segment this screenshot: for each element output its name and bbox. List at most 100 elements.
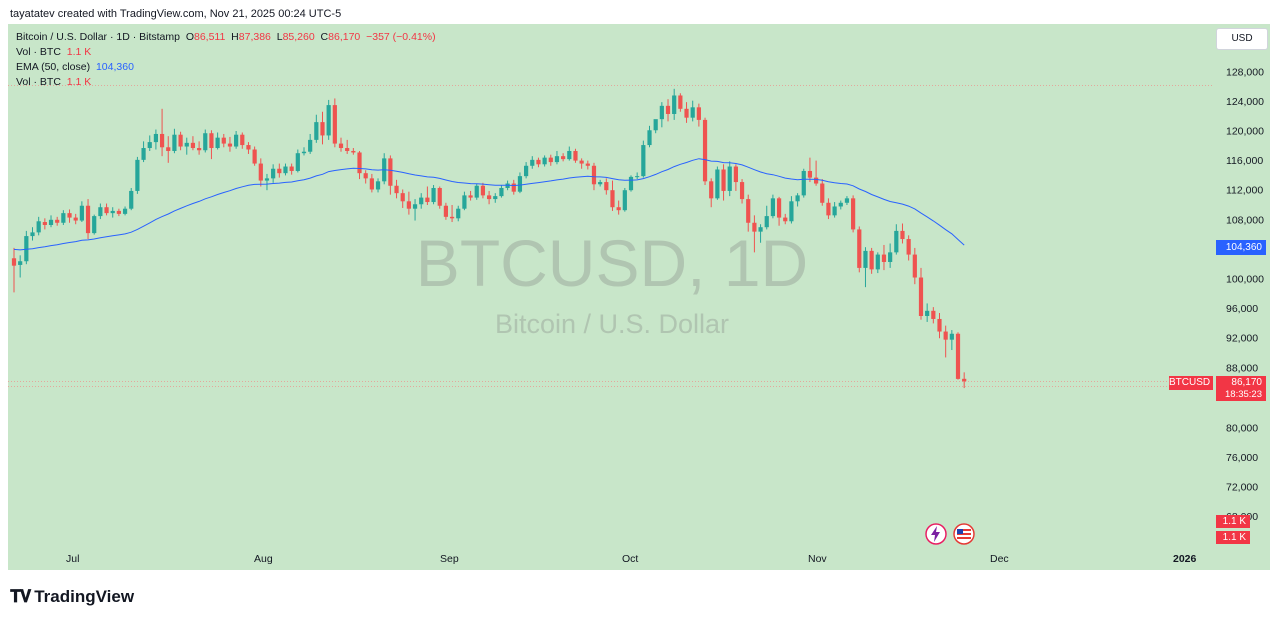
candle <box>24 230 29 265</box>
candle <box>776 196 782 226</box>
candle <box>906 235 911 261</box>
candle-body <box>178 134 183 147</box>
time-tick-label: Aug <box>254 553 273 565</box>
candle-body <box>85 205 91 234</box>
legend-volume-row[interactable]: Vol · BTC 1.1 K <box>16 46 91 58</box>
candle <box>869 247 874 274</box>
legend-volume-label-2: Vol · BTC <box>16 76 61 88</box>
candle-body <box>246 145 251 150</box>
candle-body <box>443 205 448 217</box>
candle-body <box>943 331 948 340</box>
candle-body <box>61 213 66 223</box>
candle-body <box>252 149 257 164</box>
candle <box>918 267 924 320</box>
candle <box>857 226 862 273</box>
legend-ema-row[interactable]: EMA (50, close) 104,360 <box>16 61 134 73</box>
candle <box>406 191 411 215</box>
candle-body <box>776 198 782 218</box>
candle <box>838 200 843 210</box>
candle-body <box>838 202 843 207</box>
candle <box>962 372 967 389</box>
candle <box>517 172 523 194</box>
candle <box>153 129 159 150</box>
candle <box>234 131 239 149</box>
candle <box>42 218 47 230</box>
candle-body <box>116 210 121 214</box>
candle <box>610 180 615 211</box>
candle <box>536 157 541 168</box>
candle-body <box>610 190 615 208</box>
candle <box>573 148 578 163</box>
us-flag-icon[interactable] <box>953 523 975 545</box>
candle <box>197 141 202 155</box>
candle <box>203 129 208 153</box>
candle <box>653 119 658 134</box>
candle <box>579 158 584 169</box>
price-tick-label: 112,000 <box>1226 185 1263 197</box>
candle <box>363 170 368 184</box>
candle <box>511 179 516 195</box>
candle-body <box>517 176 523 192</box>
candle-body <box>746 199 751 223</box>
candle-body <box>888 252 893 262</box>
price-tick-label: 92,000 <box>1226 333 1258 345</box>
legend-change: −357 (−0.41%) <box>366 31 436 43</box>
candle-body <box>129 190 134 209</box>
candle <box>301 147 307 156</box>
candle <box>61 210 66 225</box>
candle <box>240 132 245 149</box>
tradingview-logo[interactable]: 𝐓𝐕 TradingView <box>10 587 134 607</box>
currency-button[interactable]: USD <box>1216 28 1268 50</box>
lightning-icon[interactable] <box>925 523 947 545</box>
candle-body <box>925 310 930 316</box>
candle <box>400 189 405 208</box>
candle <box>252 146 257 166</box>
candle <box>11 247 17 293</box>
candle-body <box>425 197 430 203</box>
candle-body <box>375 181 381 190</box>
candle <box>851 195 856 233</box>
time-axis[interactable]: Jul Aug Sep Oct Nov Dec 2026 <box>66 553 1197 565</box>
candle-body <box>591 165 597 185</box>
candle <box>628 175 634 192</box>
candle <box>820 179 825 206</box>
candle <box>351 148 356 155</box>
candle-body <box>949 333 954 340</box>
candle-body <box>770 198 776 217</box>
price-tick-label: 108,000 <box>1226 214 1264 226</box>
candle-body <box>875 254 880 270</box>
candle-body <box>604 182 609 191</box>
candle <box>739 179 745 204</box>
candle <box>480 182 486 199</box>
candle <box>55 216 60 226</box>
candle <box>807 157 813 183</box>
candle-body <box>462 195 467 209</box>
candle-body <box>258 163 263 181</box>
legend-volume-value-2: 1.1 K <box>66 76 92 88</box>
candle <box>289 163 294 175</box>
candle <box>345 139 350 154</box>
candle-body <box>733 166 738 183</box>
candle <box>604 178 609 195</box>
candle <box>641 140 646 178</box>
candle-body <box>406 201 411 209</box>
legend-symbol-row: Bitcoin / U.S. Dollar · 1D · Bitstamp O8… <box>16 31 436 43</box>
candle-body <box>227 143 233 147</box>
legend-volume-row-2[interactable]: Vol · BTC 1.1 K <box>16 76 91 88</box>
price-tick-label: 116,000 <box>1226 155 1263 167</box>
candle-body <box>795 195 800 202</box>
candle-body <box>672 95 677 114</box>
candle-body <box>437 187 442 206</box>
candle-body <box>814 177 819 184</box>
candle-body <box>480 185 486 196</box>
legend-volume-label: Vol · BTC <box>16 46 61 58</box>
countdown-badge: 18:35:23 <box>1216 389 1266 401</box>
legend-symbol[interactable]: Bitcoin / U.S. Dollar · 1D · Bitstamp <box>16 31 180 43</box>
candle-body <box>474 185 479 198</box>
candle <box>814 160 819 186</box>
price-axis[interactable]: 128,000 124,000 120,000 116,000 112,000 108,0… <box>1226 66 1264 374</box>
candle-body <box>135 159 140 191</box>
candle <box>30 227 35 241</box>
time-tick-label: Dec <box>990 553 1009 565</box>
